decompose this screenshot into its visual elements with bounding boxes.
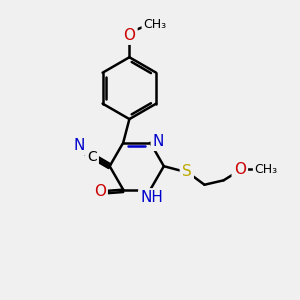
Text: NH: NH: [140, 190, 163, 206]
Text: O: O: [234, 162, 246, 177]
Text: N: N: [153, 134, 164, 149]
Text: O: O: [123, 28, 135, 43]
Text: S: S: [182, 164, 192, 179]
Text: O: O: [94, 184, 106, 199]
Text: CH₃: CH₃: [143, 18, 167, 31]
Text: CH₃: CH₃: [255, 163, 278, 176]
Text: C: C: [87, 150, 97, 164]
Text: N: N: [73, 138, 84, 153]
